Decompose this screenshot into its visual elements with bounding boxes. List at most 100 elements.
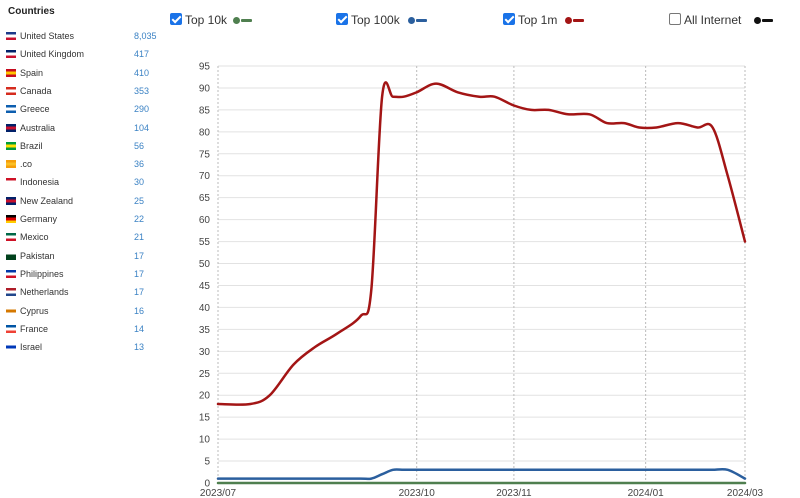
country-count: 104 xyxy=(134,122,150,133)
y-tick-label: 35 xyxy=(199,325,211,336)
y-tick-label: 65 xyxy=(199,193,211,204)
country-row[interactable]: Mexico 21 xyxy=(6,229,166,245)
y-tick-label: 0 xyxy=(204,479,210,490)
country-count: 16 xyxy=(134,305,145,316)
country-count: 25 xyxy=(134,195,145,206)
country-count: 8,035 xyxy=(134,31,157,41)
y-tick-label: 60 xyxy=(199,215,211,226)
country-name: Philippines xyxy=(20,268,64,279)
x-tick-label: 2024/01 xyxy=(628,488,665,498)
country-count: 17 xyxy=(134,287,145,298)
y-tick-label: 75 xyxy=(199,149,211,160)
x-tick-label: 2023/07 xyxy=(200,488,237,498)
y-tick-label: 90 xyxy=(199,83,211,94)
countries-title: Countries xyxy=(8,6,55,17)
country-row[interactable]: Israel 13 xyxy=(6,339,166,355)
country-row[interactable]: Cyprus 16 xyxy=(6,303,166,319)
series-dot-icon xyxy=(408,17,415,24)
country-name: Mexico xyxy=(20,232,49,243)
country-count: 17 xyxy=(134,250,145,261)
x-tick-label: 2023/10 xyxy=(399,488,436,498)
country-name: Canada xyxy=(20,85,52,96)
legend-label: Top 100k xyxy=(351,13,400,27)
country-row[interactable]: New Zealand 25 xyxy=(6,193,166,209)
country-flag-icon xyxy=(6,105,16,114)
country-count: 410 xyxy=(134,67,150,78)
country-count: 22 xyxy=(134,214,145,224)
country-row[interactable]: Canada 353 xyxy=(6,83,166,99)
y-tick-label: 50 xyxy=(199,259,211,270)
country-count: 353 xyxy=(134,85,150,96)
country-name: Greece xyxy=(20,104,50,115)
all-internet-checkbox[interactable] xyxy=(669,13,681,25)
country-flag-icon xyxy=(6,141,16,150)
country-name: Indonesia xyxy=(20,177,60,188)
country-count: 17 xyxy=(134,268,145,279)
country-row[interactable]: Philippines 17 xyxy=(6,266,166,282)
legend-label: All Internet xyxy=(684,13,742,27)
country-flag-icon xyxy=(6,343,16,352)
y-tick-label: 45 xyxy=(199,281,211,292)
y-tick-label: 95 xyxy=(199,62,211,73)
country-name: New Zealand xyxy=(20,195,74,206)
country-row[interactable]: United States 8,035 xyxy=(6,28,166,44)
country-flag-icon xyxy=(6,233,16,242)
country-row[interactable]: France 14 xyxy=(6,321,166,337)
country-row[interactable]: Spain 410 xyxy=(6,65,166,81)
country-row[interactable]: Germany 22 xyxy=(6,211,166,227)
series-line-top-1m xyxy=(216,81,747,406)
country-flag-icon xyxy=(6,68,16,77)
country-flag-icon xyxy=(6,324,16,333)
country-count: 21 xyxy=(134,232,145,243)
country-name: United States xyxy=(20,31,75,41)
legend-label: Top 1m xyxy=(518,13,558,27)
country-name: Germany xyxy=(20,214,58,224)
legend-label: Top 10k xyxy=(185,13,228,27)
y-tick-label: 10 xyxy=(199,435,211,446)
country-count: 36 xyxy=(134,159,145,170)
series-dot-icon xyxy=(565,17,572,24)
country-row[interactable]: Netherlands 17 xyxy=(6,284,166,300)
country-count: 56 xyxy=(134,140,145,151)
country-name: France xyxy=(20,323,49,334)
country-row[interactable]: .co 36 xyxy=(6,156,166,172)
series-line-icon xyxy=(762,19,773,22)
country-count: 13 xyxy=(134,342,145,353)
country-count: 290 xyxy=(134,104,150,115)
country-count: 14 xyxy=(134,323,145,334)
y-tick-label: 20 xyxy=(199,391,211,402)
series-dot-icon xyxy=(754,17,761,24)
y-tick-label: 85 xyxy=(199,105,211,116)
top-100k-checkbox[interactable] xyxy=(336,13,348,25)
country-name: Netherlands xyxy=(20,287,69,298)
series-line-icon xyxy=(241,19,252,22)
country-flag-icon xyxy=(6,32,16,40)
countries-sidebar: Countries United States 8,035 United Kingd… xyxy=(0,0,170,498)
country-flag-icon xyxy=(6,269,16,278)
country-flag-icon xyxy=(6,86,16,95)
country-name: .co xyxy=(20,159,33,170)
series-legend: Top 10k Top 100k Top 1m All Internet xyxy=(170,10,800,30)
country-row[interactable]: United Kingdom 417 xyxy=(6,46,166,62)
y-tick-label: 55 xyxy=(199,237,211,248)
x-tick-label: 2024/03 xyxy=(727,488,764,498)
country-flag-icon xyxy=(6,50,16,59)
country-flag-icon xyxy=(6,123,16,132)
top-10k-checkbox[interactable] xyxy=(170,13,182,25)
country-row[interactable]: Pakistan 17 xyxy=(6,248,166,264)
country-row[interactable]: Greece 290 xyxy=(6,101,166,117)
country-flag-icon xyxy=(6,196,16,205)
country-name: Brazil xyxy=(20,140,43,151)
country-name: Australia xyxy=(20,122,56,133)
country-flag-icon xyxy=(6,215,16,223)
country-row[interactable]: Brazil 56 xyxy=(6,138,166,154)
country-name: Spain xyxy=(20,67,44,78)
country-row[interactable]: Australia 104 xyxy=(6,120,166,136)
country-name: Pakistan xyxy=(20,250,55,261)
y-tick-label: 40 xyxy=(199,303,211,314)
country-row[interactable]: Indonesia 30 xyxy=(6,174,166,190)
country-flag-icon xyxy=(6,288,16,297)
top-1m-checkbox[interactable] xyxy=(503,13,515,25)
country-name: Cyprus xyxy=(20,305,49,316)
